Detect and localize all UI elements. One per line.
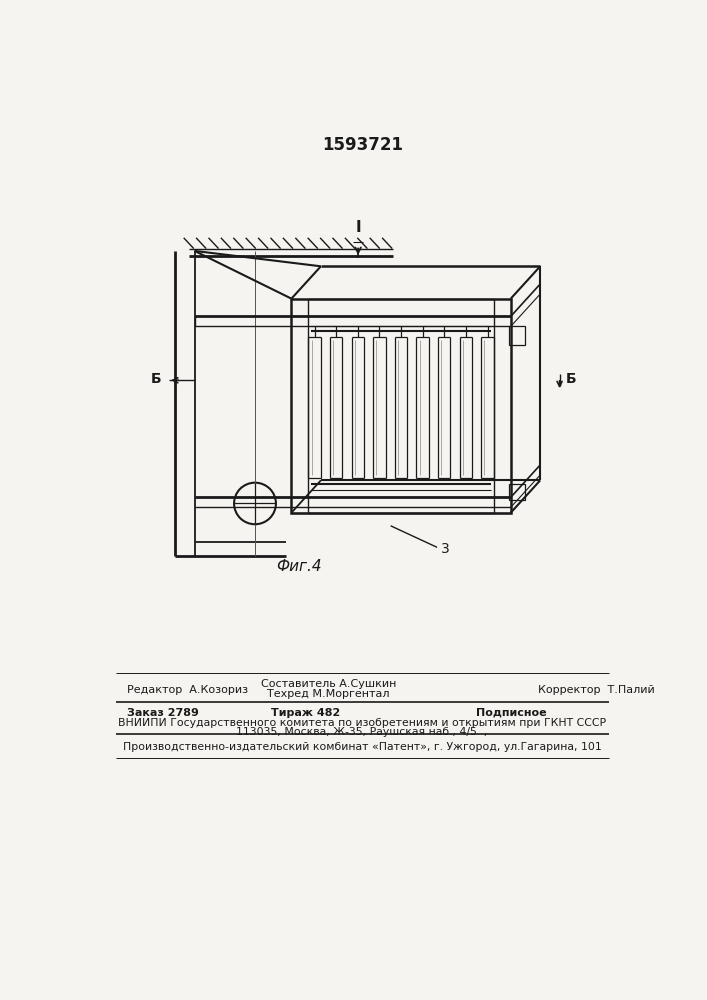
Text: Фиг.4: Фиг.4 <box>276 559 322 574</box>
Text: Техред М.Моргентал: Техред М.Моргентал <box>267 689 390 699</box>
Text: Заказ 2789: Заказ 2789 <box>127 708 199 718</box>
Bar <box>291 299 510 513</box>
Text: 1593721: 1593721 <box>322 136 403 154</box>
Text: Б: Б <box>151 372 161 386</box>
Text: Составитель А.Сушкин: Составитель А.Сушкин <box>261 679 397 689</box>
Text: 113035, Москва, Ж-35, Раушская наб., 4/5  ,: 113035, Москва, Ж-35, Раушская наб., 4/5… <box>236 727 488 737</box>
Text: Тираж 482: Тираж 482 <box>271 708 340 718</box>
Text: I: I <box>355 220 361 235</box>
Text: Корректор  Т.Палий: Корректор Т.Палий <box>538 685 655 695</box>
Text: ВНИИПИ Государственного комитета по изобретениям и открытиям при ГКНТ СССР: ВНИИПИ Государственного комитета по изоб… <box>118 718 606 728</box>
Text: Б: Б <box>566 372 576 386</box>
Bar <box>509 484 525 500</box>
Bar <box>509 326 525 345</box>
Text: 3: 3 <box>441 542 450 556</box>
Text: Подписное: Подписное <box>476 708 547 718</box>
Text: Редактор  А.Козориз: Редактор А.Козориз <box>127 685 248 695</box>
Text: Производственно-издательский комбинат «Патент», г. Ужгород, ул.Гагарина, 101: Производственно-издательский комбинат «П… <box>122 742 602 752</box>
